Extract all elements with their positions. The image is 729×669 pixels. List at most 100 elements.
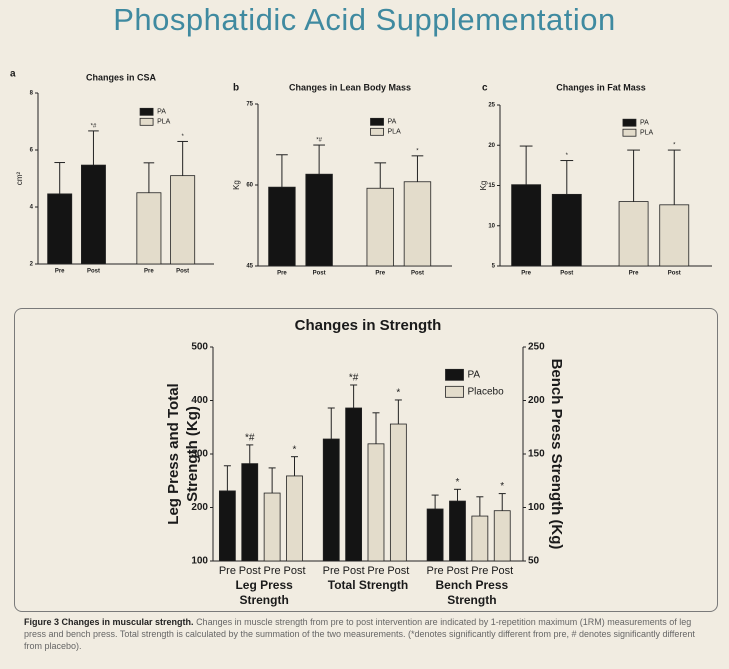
bar (170, 175, 196, 265)
group-label: Bench Press Strength (435, 578, 509, 607)
y-tick-label: 10 (488, 223, 495, 229)
bar (305, 173, 333, 267)
y-tick-label: 60 (246, 183, 253, 189)
x-tick-label: Pre (427, 565, 444, 577)
bar (241, 463, 259, 562)
legend-swatch (139, 107, 154, 116)
page-title: Phosphatidic Acid Supplementation (113, 2, 616, 37)
x-tick-label: Pre (144, 269, 154, 275)
x-tick-label: Post (87, 269, 100, 275)
x-tick-label: Post (176, 269, 189, 275)
y2-tick-label: 150 (528, 449, 545, 460)
panel-label: c (482, 83, 488, 94)
bar (551, 193, 582, 267)
bar (403, 181, 432, 267)
y-tick-label: 400 (191, 395, 208, 406)
x-tick-label: Pre (219, 565, 236, 577)
x-tick-label: Pre (277, 271, 287, 277)
x-tick-label: Post (387, 565, 409, 577)
x-tick-label: Post (313, 271, 326, 277)
chart-title: Changes in CSA (86, 72, 157, 82)
legend-swatch (445, 368, 464, 381)
bar (286, 475, 303, 562)
legend-swatch (622, 118, 637, 127)
y2-tick-label: 200 (528, 395, 545, 406)
figure-caption: Figure 3 Changes in muscular strength. C… (24, 616, 714, 652)
y-tick-label: 45 (246, 264, 253, 270)
bar (389, 423, 407, 562)
legend-swatch (622, 128, 637, 137)
bar (47, 193, 73, 265)
bar (345, 407, 363, 562)
y2-tick-label: 250 (528, 342, 545, 353)
caption-text: Changes in muscle strength from pre to p… (24, 617, 695, 651)
y-axis-label: Kg (479, 181, 488, 191)
bar (136, 192, 162, 265)
x-tick-label: Pre (367, 565, 384, 577)
y-axis-label: Leg Press and Total Strength (Kg) (165, 383, 201, 525)
bar (426, 508, 444, 562)
bar (268, 186, 296, 267)
legend-label: Placebo (468, 386, 505, 397)
legend-label: PLA (640, 130, 654, 137)
x-tick-label: Pre (471, 565, 488, 577)
significance-label: * (396, 388, 400, 399)
bar (493, 510, 511, 562)
x-tick-label: Post (560, 271, 573, 277)
significance-label: * (416, 148, 419, 154)
x-tick-label: Pre (629, 271, 639, 277)
y-tick-label: 100 (191, 556, 208, 567)
y-tick-label: 300 (191, 449, 208, 460)
x-tick-label: Post (343, 565, 365, 577)
x-tick-label: Pre (521, 271, 531, 277)
significance-label: * (181, 134, 184, 140)
y-axis-label: cm² (15, 172, 24, 186)
x-tick-label: Post (446, 565, 468, 577)
chart-title: Changes in Strength (295, 317, 442, 334)
x-tick-label: Post (411, 271, 424, 277)
legend-swatch (370, 127, 384, 136)
y-tick-label: 8 (30, 91, 34, 97)
bar (511, 184, 542, 267)
y-tick-label: 6 (30, 148, 34, 154)
bar (218, 490, 236, 562)
legend-swatch (139, 117, 154, 126)
panel-label: b (233, 83, 239, 94)
legend-swatch (445, 385, 464, 398)
legend-label: PA (157, 109, 166, 116)
significance-label: *# (91, 123, 97, 129)
legend-label: PA (640, 120, 649, 127)
y2-axis-label: Bench Press Strength (Kg) (548, 358, 565, 550)
bar (263, 492, 281, 562)
bar (449, 500, 466, 562)
x-tick-label: Post (239, 565, 261, 577)
y-tick-label: 4 (30, 205, 34, 211)
y2-tick-label: 100 (528, 502, 545, 513)
legend-swatch (370, 117, 384, 126)
significance-label: * (293, 444, 297, 455)
bar (80, 164, 106, 265)
significance-label: * (673, 143, 676, 149)
bar (322, 438, 340, 562)
legend-label: PLA (157, 119, 171, 126)
y-tick-label: 75 (246, 102, 253, 108)
caption-label: Figure 3 Changes in muscular strength. (24, 617, 194, 627)
y-tick-label: 25 (488, 103, 495, 109)
strength-panel (14, 308, 718, 612)
y-tick-label: 500 (191, 342, 208, 353)
group-label: Leg Press Strength (235, 578, 293, 607)
legend-label: PLA (388, 129, 402, 136)
panel-label: a (10, 69, 16, 80)
significance-label: * (566, 153, 569, 159)
group-label: Total Strength (327, 578, 409, 592)
x-tick-label: Pre (55, 269, 65, 275)
y-tick-label: 200 (191, 502, 208, 513)
y-axis-label: Kg (232, 180, 241, 190)
x-tick-label: Post (283, 565, 305, 577)
x-tick-label: Pre (375, 271, 385, 277)
chart-title: Changes in Lean Body Mass (289, 82, 411, 92)
bar (471, 515, 489, 562)
bar (618, 201, 649, 267)
significance-label: *# (316, 138, 322, 144)
